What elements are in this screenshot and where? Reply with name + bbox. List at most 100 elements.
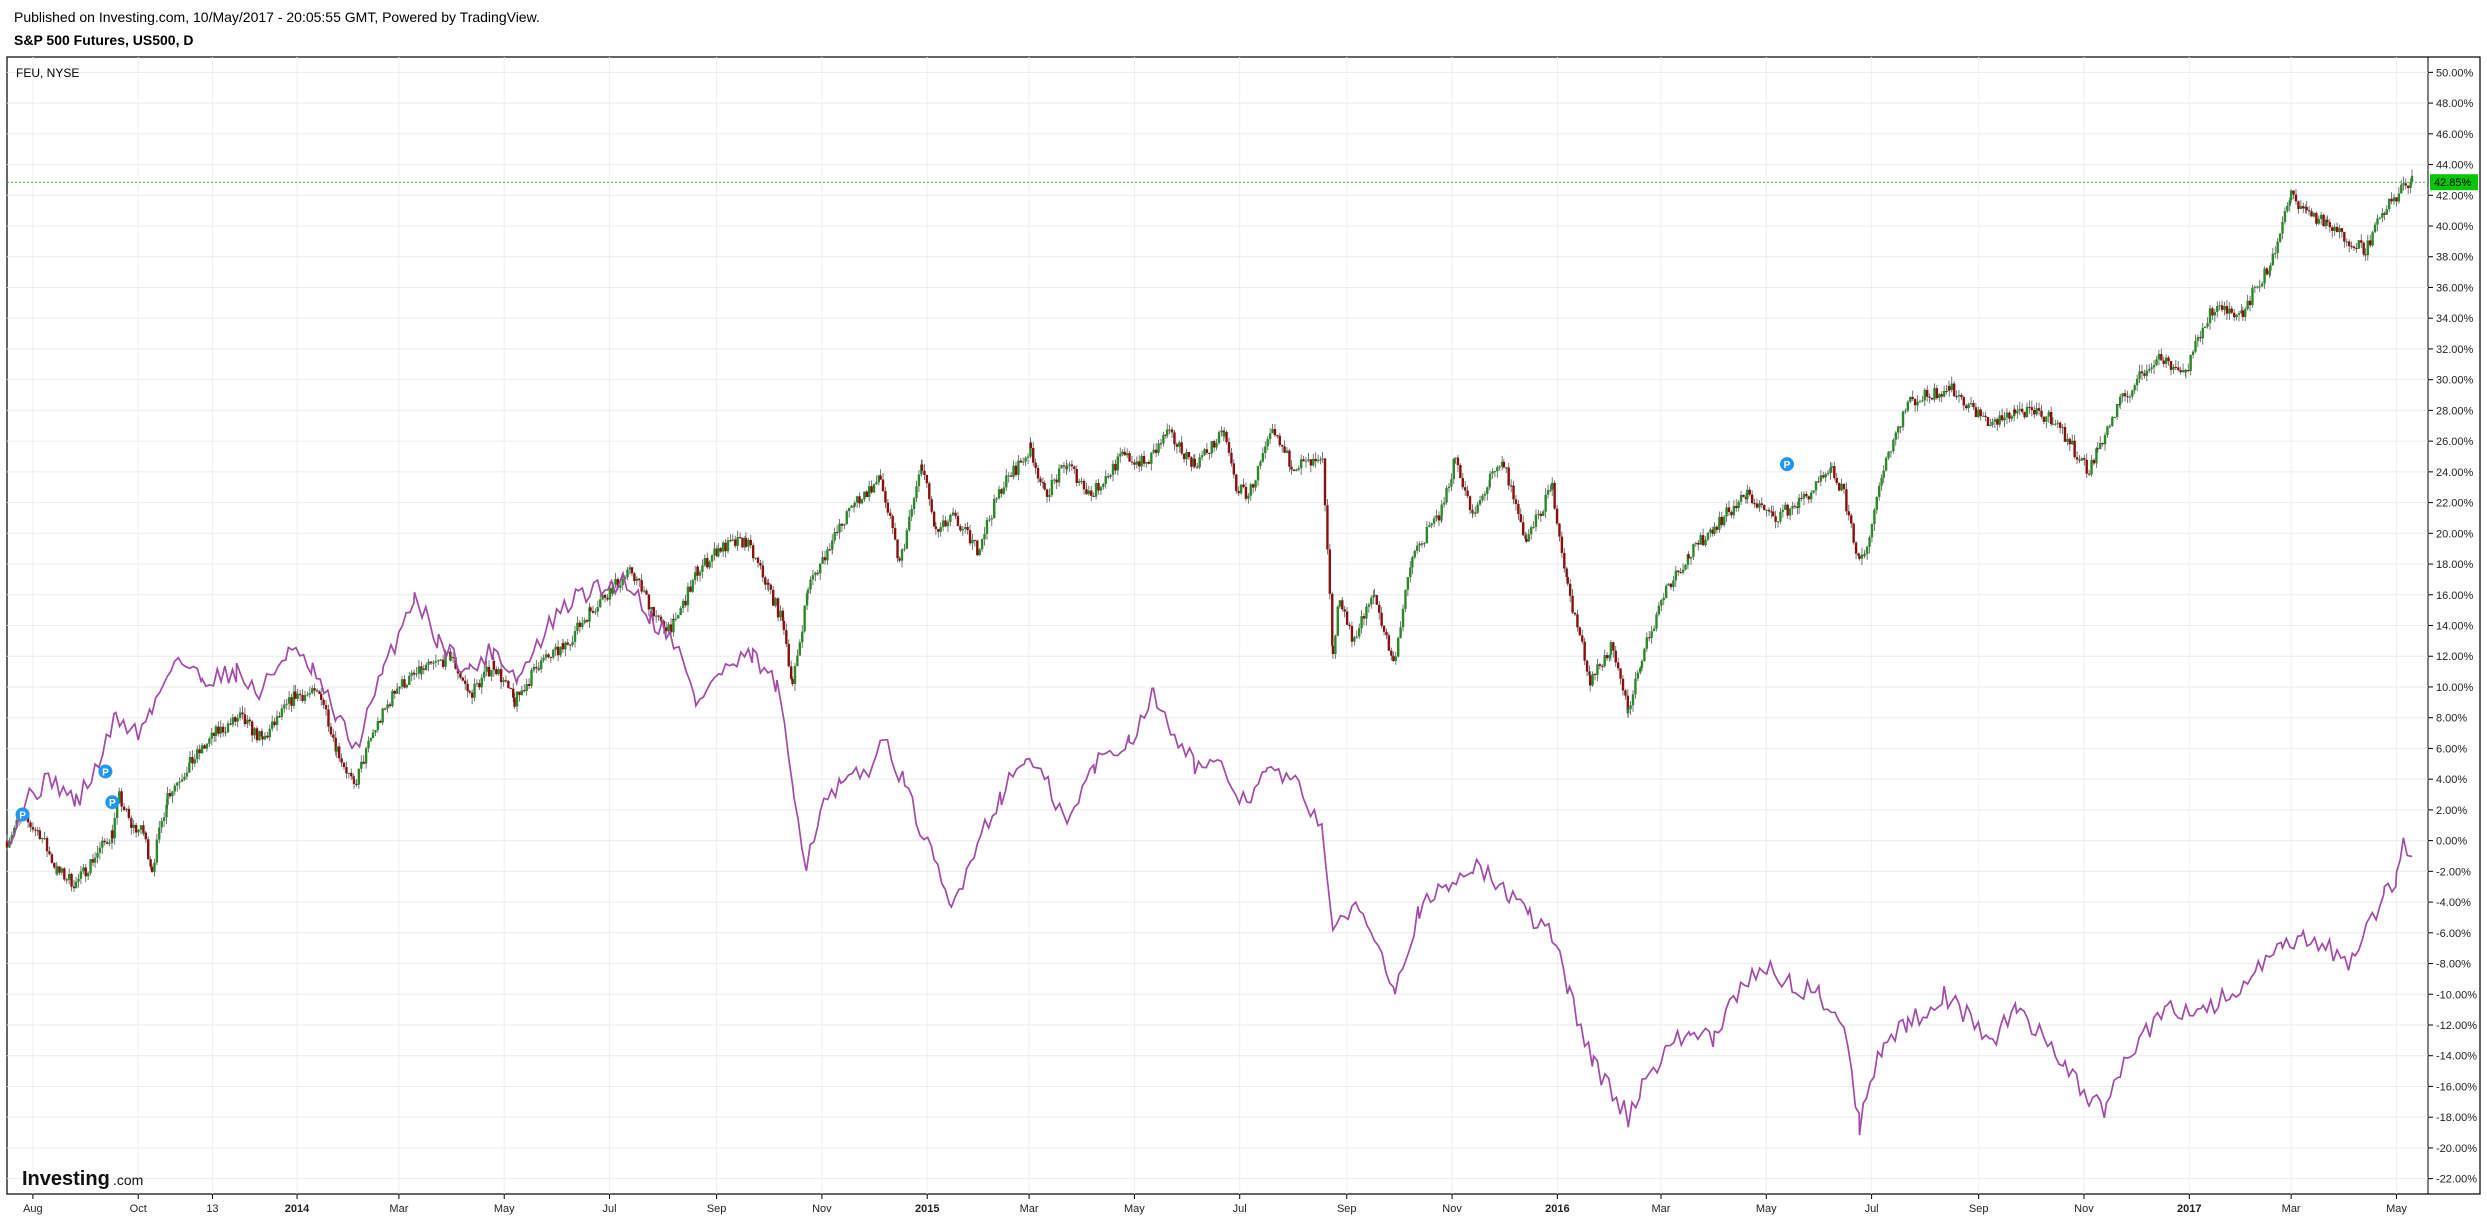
candle-body [1616,662,1620,669]
candle-body [1288,450,1291,467]
candle-body [961,528,964,531]
candle-body [2251,287,2254,306]
x-tick-label: 13 [206,1203,218,1215]
event-marker-label: P [109,798,116,809]
candle-body [2080,458,2084,461]
candle-body [1814,481,1818,491]
candle-body [1180,442,1183,454]
candle-body [1852,523,1855,543]
candle-body [1430,523,1433,526]
candle-body [2101,442,2104,445]
candle-body [2201,327,2204,339]
candle-body [1720,516,1723,526]
candle-body [1824,474,1827,478]
candle-body [900,549,904,561]
candle-body [1283,446,1286,453]
candle-body [36,830,39,832]
candle-body [1491,471,1494,474]
candle-body [1357,628,1361,637]
candle-body [1278,435,1281,446]
candle-body [833,531,836,541]
candle-body [1264,446,1267,454]
candle-body [1639,667,1642,673]
candle-body [1930,397,1934,400]
candle-body [1372,595,1375,598]
candle-body [162,817,166,821]
candle-body [1933,388,1936,400]
candle-body [1459,465,1462,479]
candle-body [334,737,337,752]
candle-body [1481,495,1484,501]
candle-body [2211,308,2214,316]
y-tick-label: -14.00% [2436,1051,2477,1063]
event-marker-icon[interactable] [98,764,113,779]
candle-body [1875,496,1878,510]
candle-body [165,804,168,818]
event-marker-icon[interactable] [15,807,30,822]
candle-body [2237,313,2241,316]
candle-body [280,708,284,717]
candle-body [787,643,790,667]
candle-body [860,499,864,504]
candle-body [1297,468,1300,470]
candle-body [1544,494,1547,512]
candle-body [578,622,582,627]
candle-body [1878,485,1881,497]
candle-body [1758,503,1761,508]
candle-body [376,721,380,731]
candle-body [1055,479,1058,483]
candle-body [1247,495,1250,499]
candle-body [1077,481,1081,484]
candle-body [1200,455,1204,458]
event-marker-icon[interactable] [1780,457,1795,472]
candle-body [539,660,543,670]
candle-body [1524,535,1527,540]
candle-body [608,588,612,600]
candle-body [1466,490,1469,497]
candle-body [337,746,341,759]
candle-body [1706,532,1710,540]
candle-body [127,808,131,819]
candle-body [2184,370,2188,373]
candle-body [461,677,464,681]
candle-body [2106,426,2109,435]
candle-body [1128,453,1131,462]
candle-body [1024,457,1027,462]
candle-body [362,761,365,764]
candle-body [1996,419,1999,425]
candle-body [1771,511,1775,517]
candle-body [352,779,356,784]
candle-body [1292,469,1296,472]
candle-body [437,660,440,662]
y-tick-label: 4.00% [2436,774,2467,786]
candle-body [502,680,505,683]
candle-body [1222,431,1226,437]
candle-body [1571,595,1574,613]
x-tick-label: 2014 [285,1203,310,1215]
candle-body [2292,190,2295,195]
candle-body [1784,504,1787,510]
event-marker-icon[interactable] [105,795,120,810]
candle-body [241,712,244,715]
candle-body [2271,253,2275,266]
candle-body [932,511,936,527]
candle-body [1727,507,1731,513]
candle-body [606,597,609,600]
candle-body [1012,465,1015,477]
candle-body [1634,678,1637,695]
candle-body [985,520,989,534]
candle-body [973,539,977,541]
candle-body [2373,224,2377,233]
candle-body [2071,440,2074,445]
candle-body [556,646,560,656]
candle-body [530,670,533,686]
y-tick-label: 10.00% [2436,682,2474,694]
candle-body [2199,337,2202,339]
candle-body [1793,505,1797,507]
candle-body [355,783,358,785]
candle-body [877,475,881,483]
candle-body [1355,636,1358,638]
candle-body [793,666,797,685]
